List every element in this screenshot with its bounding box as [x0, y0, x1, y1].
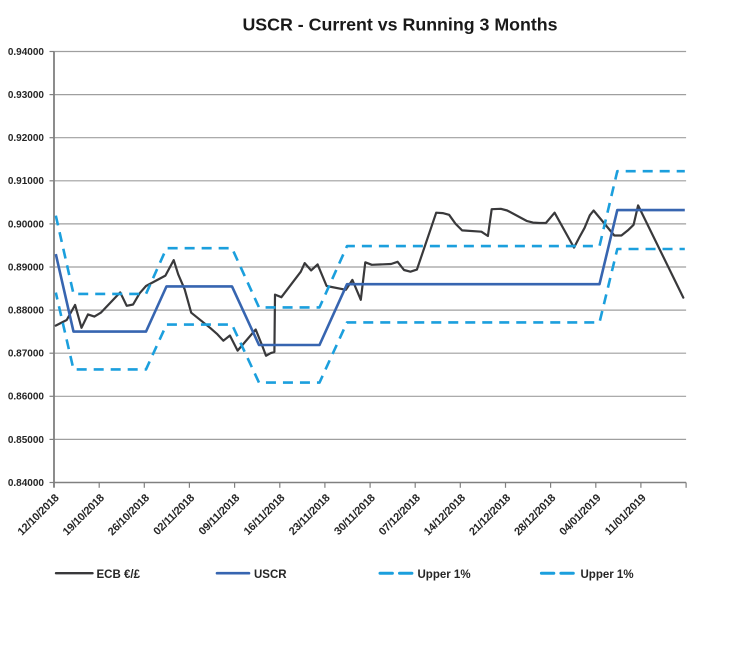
- svg-text:USCR - Current vs Running 3 Mo: USCR - Current vs Running 3 Months: [242, 15, 557, 35]
- svg-text:ECB €/£: ECB €/£: [97, 569, 141, 581]
- svg-text:0.85000: 0.85000: [8, 435, 45, 446]
- svg-text:0.89000: 0.89000: [8, 262, 45, 273]
- svg-text:0.90000: 0.90000: [8, 219, 45, 230]
- svg-text:0.87000: 0.87000: [8, 349, 45, 360]
- svg-text:Upper 1%: Upper 1%: [418, 569, 471, 581]
- svg-text:0.94000: 0.94000: [8, 47, 45, 58]
- svg-text:0.93000: 0.93000: [8, 90, 45, 101]
- svg-text:0.84000: 0.84000: [8, 478, 45, 489]
- svg-text:0.86000: 0.86000: [8, 392, 45, 403]
- svg-text:0.91000: 0.91000: [8, 176, 45, 187]
- svg-text:0.88000: 0.88000: [8, 306, 45, 317]
- svg-text:0.92000: 0.92000: [8, 133, 45, 144]
- svg-text:Upper 1%: Upper 1%: [581, 569, 634, 581]
- svg-text:USCR: USCR: [254, 569, 287, 581]
